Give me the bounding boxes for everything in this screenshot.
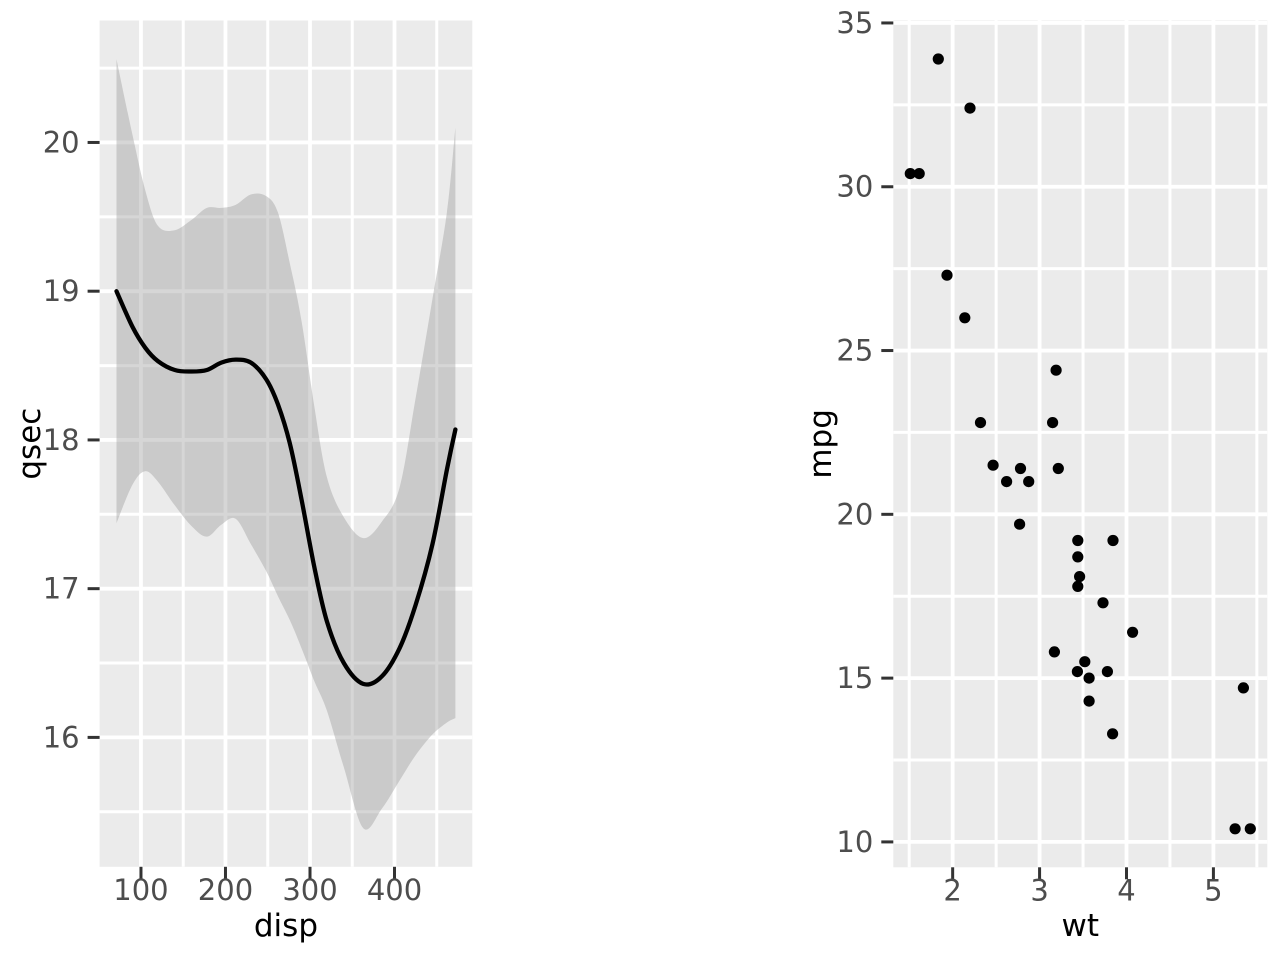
x-tick-label: 400 bbox=[367, 873, 422, 907]
x-tick-label: 4 bbox=[1117, 873, 1135, 907]
data-point bbox=[1072, 580, 1084, 593]
y-tick-label: 20 bbox=[43, 125, 80, 159]
y-axis-title: mpg bbox=[803, 409, 839, 479]
data-point bbox=[1107, 728, 1119, 740]
x-tick-label: 5 bbox=[1204, 873, 1222, 907]
data-point bbox=[1014, 462, 1027, 475]
y-tick-label: 19 bbox=[43, 274, 80, 308]
data-point bbox=[932, 53, 944, 65]
data-point bbox=[1001, 476, 1013, 488]
data-point bbox=[1074, 571, 1086, 583]
data-point bbox=[1107, 534, 1119, 547]
data-point bbox=[1052, 462, 1064, 475]
y-tick-label: 15 bbox=[836, 661, 873, 695]
data-point bbox=[1229, 823, 1241, 835]
x-tick-label: 200 bbox=[198, 873, 253, 907]
data-point bbox=[964, 102, 976, 114]
data-point bbox=[974, 417, 987, 429]
y-tick-label: 10 bbox=[836, 825, 873, 859]
data-point bbox=[1047, 417, 1059, 429]
data-point bbox=[1101, 666, 1113, 678]
x-tick-label: 3 bbox=[1030, 873, 1048, 907]
data-point bbox=[1023, 476, 1035, 488]
y-tick-label: 16 bbox=[43, 720, 80, 754]
y-tick-label: 35 bbox=[836, 6, 873, 40]
x-tick-label: 100 bbox=[113, 873, 168, 907]
data-point bbox=[1050, 364, 1062, 376]
data-point bbox=[1083, 672, 1095, 684]
data-point bbox=[1014, 518, 1026, 530]
x-axis-title: disp bbox=[254, 908, 318, 944]
data-point bbox=[1083, 695, 1095, 707]
mpg-vs-wt-scatter-plot: 2 3 4 5 10 15 20 25 30 35 wt mpg bbox=[803, 6, 1268, 944]
data-point bbox=[1071, 666, 1083, 678]
data-point bbox=[941, 269, 953, 281]
data-point bbox=[1048, 646, 1060, 658]
y-tick-label: 20 bbox=[836, 497, 873, 531]
panel-background bbox=[893, 20, 1268, 868]
confidence-ribbon bbox=[116, 59, 456, 830]
y-tick-label: 30 bbox=[836, 170, 873, 204]
y-tick-label: 18 bbox=[43, 423, 80, 457]
data-point bbox=[1127, 626, 1139, 638]
x-axis-title: wt bbox=[1062, 908, 1100, 944]
data-point bbox=[959, 312, 971, 324]
data-point bbox=[987, 459, 999, 471]
data-point bbox=[1237, 682, 1249, 694]
y-axis-title: qsec bbox=[12, 408, 48, 480]
panel-background bbox=[99, 20, 473, 867]
smooth-line bbox=[114, 289, 458, 687]
y-tick-label: 25 bbox=[836, 334, 873, 368]
qsec-vs-disp-smooth-plot: 100 200 300 400 16 17 18 19 20 disp qsec bbox=[12, 20, 473, 944]
y-tick-label: 17 bbox=[43, 572, 80, 606]
x-tick-label: 2 bbox=[943, 873, 961, 907]
data-point bbox=[1097, 597, 1109, 609]
data-point bbox=[904, 168, 916, 180]
data-point bbox=[1072, 551, 1084, 563]
data-point bbox=[1244, 823, 1256, 835]
data-point bbox=[1072, 534, 1084, 547]
data-point bbox=[1079, 656, 1091, 668]
x-tick-label: 300 bbox=[282, 873, 337, 907]
data-point bbox=[913, 168, 925, 180]
